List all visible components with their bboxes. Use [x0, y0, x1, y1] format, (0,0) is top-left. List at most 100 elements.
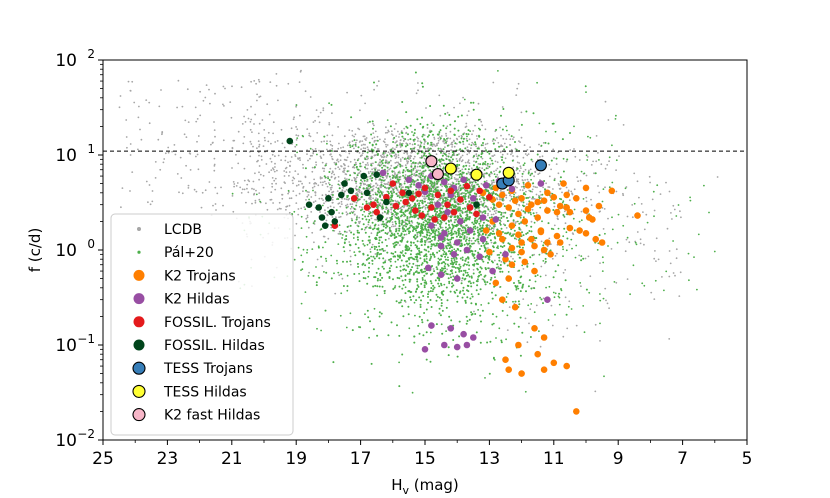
pal20-point: [420, 299, 422, 302]
pal20-point: [393, 286, 396, 289]
lcdb-point: [524, 317, 527, 320]
lcdb-point: [413, 155, 416, 158]
pal20-point: [456, 295, 459, 298]
lcdb-point: [407, 139, 410, 141]
pal20-point: [465, 263, 468, 266]
lcdb-point: [412, 157, 415, 160]
pal20-point: [376, 234, 379, 237]
lcdb-point: [489, 210, 491, 213]
lcdb-point: [459, 157, 461, 160]
pal20-point: [423, 274, 426, 277]
lcdb-point: [533, 175, 535, 178]
pal20-point: [500, 114, 502, 117]
lcdb-point: [382, 153, 385, 156]
lcdb-point: [258, 122, 261, 125]
pal20-point: [399, 163, 402, 166]
pal20-point: [471, 187, 474, 190]
lcdb-point: [450, 149, 452, 152]
lcdb-point: [315, 164, 318, 166]
pal20-point: [459, 265, 462, 268]
pal20-point: [399, 269, 402, 272]
lcdb-point: [260, 159, 263, 161]
pal20-point: [349, 212, 352, 215]
lcdb-point: [589, 275, 592, 278]
lcdb-point: [508, 133, 510, 136]
lcdb-point: [297, 208, 300, 210]
pal20-point: [354, 143, 357, 146]
pal20-point: [418, 204, 421, 207]
pal20-point: [464, 198, 467, 201]
lcdb-point: [257, 132, 260, 135]
lcdb-point: [357, 188, 360, 191]
lcdb-point: [433, 196, 436, 199]
lcdb-point: [454, 207, 457, 210]
lcdb-point: [410, 175, 413, 178]
pal20-point: [462, 187, 465, 190]
pal20-point: [404, 145, 407, 148]
lcdb-point: [423, 157, 426, 160]
pal20-point: [366, 178, 369, 181]
lcdb-point: [131, 80, 134, 83]
lcdb-point: [330, 188, 332, 191]
lcdb-point: [661, 276, 663, 278]
lcdb-point: [548, 237, 551, 240]
lcdb-point: [512, 138, 514, 141]
lcdb-point: [246, 183, 249, 186]
lcdb-point: [437, 218, 440, 221]
pal20-point: [376, 205, 379, 208]
pal20-point: [385, 244, 388, 247]
lcdb-point: [391, 223, 394, 226]
pal20-point: [445, 286, 448, 289]
pal20-point: [424, 215, 427, 218]
pal20-point: [450, 174, 452, 177]
lcdb-point: [520, 111, 523, 114]
lcdb-point: [413, 182, 415, 185]
lcdb-point: [467, 194, 470, 197]
pal20-point: [369, 320, 371, 323]
lcdb-point: [247, 179, 250, 182]
lcdb-point: [249, 155, 252, 158]
lcdb-point: [557, 172, 560, 175]
pal20-point: [430, 184, 433, 186]
pal20-point: [531, 196, 534, 199]
lcdb-point: [187, 187, 190, 189]
lcdb-point: [499, 190, 502, 192]
pal20-point: [450, 216, 452, 219]
lcdb-point: [553, 224, 556, 227]
pal20-point: [471, 242, 474, 245]
pal20-point: [446, 198, 449, 201]
lcdb-point: [579, 179, 582, 182]
pal20-point: [433, 254, 436, 256]
lcdb-point: [394, 162, 397, 164]
pal20-point: [438, 250, 441, 252]
lcdb-point: [480, 120, 483, 123]
pal20-point: [490, 171, 493, 174]
pal20-point: [518, 256, 521, 259]
lcdb-point: [480, 182, 483, 185]
lcdb-point: [127, 80, 130, 83]
lcdb-point: [552, 148, 555, 151]
pal20-point: [463, 219, 466, 222]
lcdb-point: [415, 264, 417, 267]
pal20-point: [443, 162, 446, 165]
pal20-point: [406, 272, 409, 275]
lcdb-point: [355, 141, 357, 144]
pal20-point: [425, 255, 428, 258]
lcdb-point: [564, 269, 567, 271]
lcdb-point: [605, 299, 607, 302]
lcdb-point: [415, 92, 418, 95]
lcdb-point: [343, 135, 346, 138]
lcdb-point: [584, 257, 587, 260]
pal20-point: [435, 293, 438, 296]
lcdb-point: [314, 200, 317, 203]
pal20-point: [454, 142, 457, 145]
pal20-point: [451, 153, 454, 156]
lcdb-point: [514, 185, 517, 188]
lcdb-point: [272, 132, 274, 135]
pal20-point: [463, 226, 466, 229]
lcdb-point: [349, 249, 351, 252]
pal20-point: [472, 237, 475, 240]
pal20-point: [349, 224, 352, 227]
lcdb-point: [381, 212, 384, 214]
pal20-point: [422, 166, 425, 169]
